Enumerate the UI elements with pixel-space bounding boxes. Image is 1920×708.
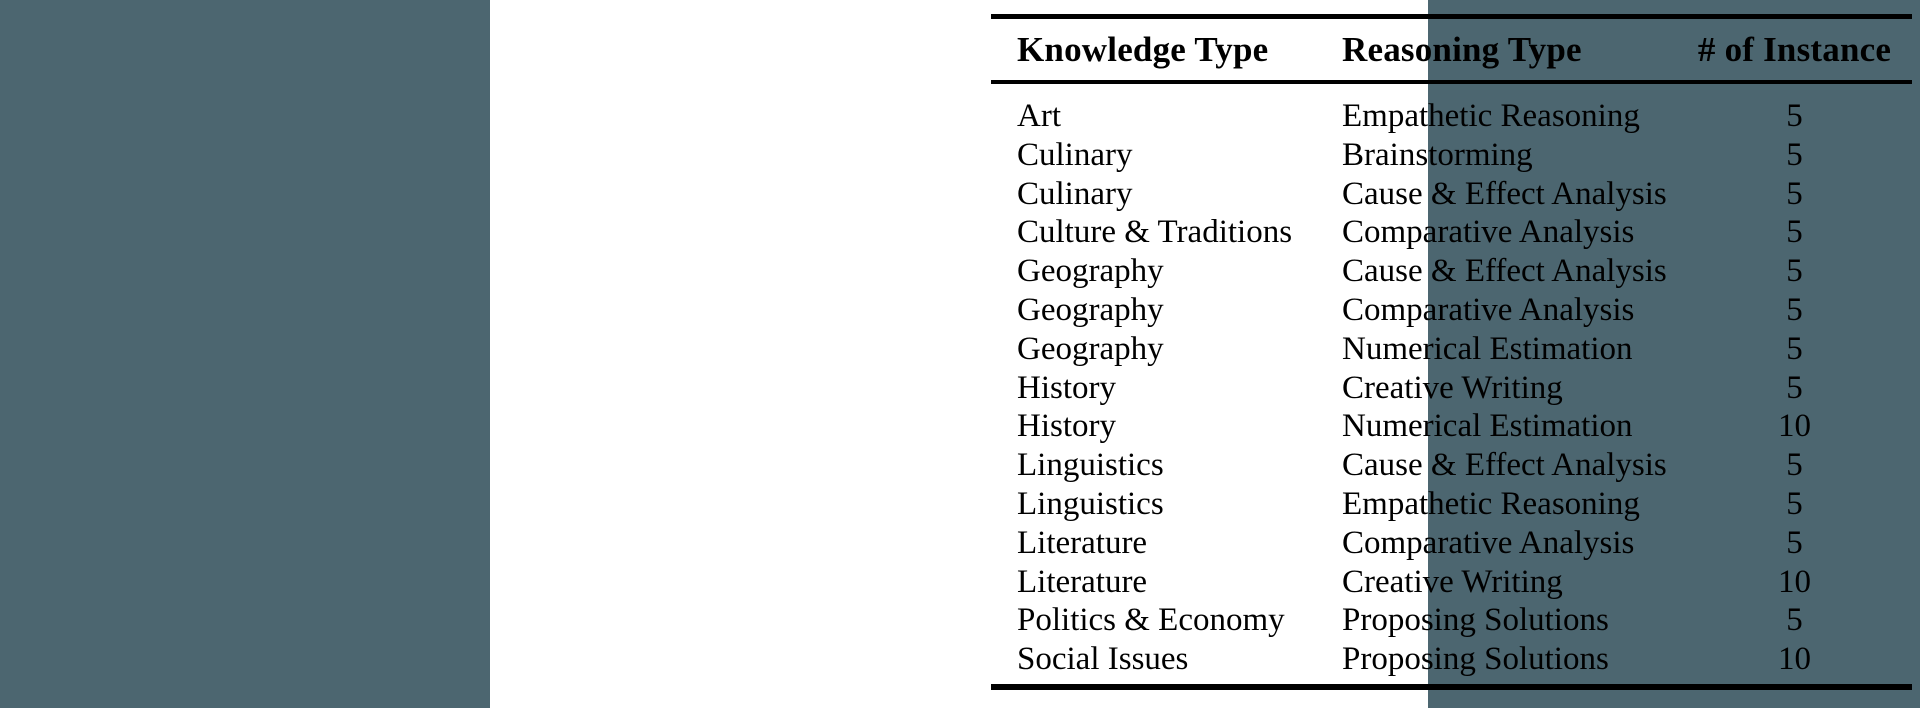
column-header-instance-count: # of Instance: [1697, 29, 1892, 69]
table-row: Geography Cause & Effect Analysis 5: [991, 252, 1912, 291]
table-row: Art Empathetic Reasoning 5: [991, 97, 1912, 136]
column-header-knowledge-type: Knowledge Type: [1017, 29, 1269, 69]
instance-count-cell: 5: [1786, 524, 1803, 561]
reasoning-type-cell: Numerical Estimation: [1342, 408, 1633, 445]
table-row: History Numerical Estimation 10: [991, 407, 1912, 446]
instance-count-cell: 5: [1786, 253, 1803, 290]
instances-table: Knowledge Type Reasoning Type # of Insta…: [991, 0, 1912, 708]
knowledge-type-cell: Geography: [1017, 291, 1164, 328]
reasoning-type-cell: Cause & Effect Analysis: [1342, 253, 1667, 290]
reasoning-type-cell: Cause & Effect Analysis: [1342, 175, 1667, 212]
table-row: Linguistics Empathetic Reasoning 5: [991, 485, 1912, 524]
reasoning-type-cell: Comparative Analysis: [1342, 524, 1635, 561]
instance-count-cell: 5: [1786, 330, 1803, 367]
table-row: Social Issues Proposing Solutions 10: [991, 640, 1912, 679]
table-body: Art Empathetic Reasoning 5 Culinary Brai…: [991, 97, 1912, 679]
knowledge-type-cell: Literature: [1017, 563, 1148, 600]
reasoning-type-cell: Proposing Solutions: [1342, 641, 1609, 678]
knowledge-type-cell: Culture & Traditions: [1017, 214, 1293, 251]
table-row: Literature Creative Writing 10: [991, 563, 1912, 602]
column-header-reasoning-type: Reasoning Type: [1342, 29, 1582, 69]
reasoning-type-cell: Cause & Effect Analysis: [1342, 447, 1667, 484]
table-row: History Creative Writing 5: [991, 369, 1912, 408]
instance-count-cell: 5: [1786, 214, 1803, 251]
knowledge-type-cell: Art: [1017, 98, 1061, 134]
instance-count-cell: 5: [1786, 447, 1803, 484]
table-row: Culinary Cause & Effect Analysis 5: [991, 175, 1912, 214]
instance-count-cell: 10: [1778, 563, 1811, 600]
instance-count-cell: 5: [1786, 291, 1803, 328]
instance-count-cell: 5: [1786, 369, 1803, 406]
knowledge-type-cell: Literature: [1017, 524, 1148, 561]
reasoning-type-cell: Creative Writing: [1342, 563, 1563, 600]
table-row: Culture & Traditions Comparative Analysi…: [991, 213, 1912, 252]
instance-count-cell: 10: [1778, 641, 1811, 678]
instance-count-cell: 5: [1786, 485, 1803, 522]
table-bottom-rule: [991, 684, 1912, 690]
instance-count-cell: 5: [1786, 98, 1803, 134]
knowledge-type-cell: Geography: [1017, 330, 1164, 367]
knowledge-type-cell: History: [1017, 369, 1116, 406]
reasoning-type-cell: Empathetic Reasoning: [1342, 98, 1640, 134]
knowledge-type-cell: Social Issues: [1017, 641, 1189, 678]
table-row: Geography Numerical Estimation 5: [991, 330, 1912, 369]
knowledge-type-cell: Linguistics: [1017, 447, 1164, 484]
knowledge-type-cell: Culinary: [1017, 175, 1133, 212]
table-row: Geography Comparative Analysis 5: [991, 291, 1912, 330]
reasoning-type-cell: Comparative Analysis: [1342, 291, 1635, 328]
table-header-rule: [991, 80, 1912, 84]
knowledge-type-cell: Culinary: [1017, 136, 1133, 173]
table-row: Literature Comparative Analysis 5: [991, 524, 1912, 563]
table-row: Linguistics Cause & Effect Analysis 5: [991, 446, 1912, 485]
knowledge-type-cell: Linguistics: [1017, 485, 1164, 522]
document-panel: Knowledge Type Reasoning Type # of Insta…: [490, 0, 1912, 708]
reasoning-type-cell: Brainstorming: [1342, 136, 1533, 173]
instance-count-cell: 5: [1786, 175, 1803, 212]
reasoning-type-cell: Empathetic Reasoning: [1342, 485, 1640, 522]
table-row: Culinary Brainstorming 5: [991, 136, 1912, 175]
table-top-rule: [991, 14, 1912, 19]
instance-count-cell: 5: [1786, 602, 1803, 639]
knowledge-type-cell: Geography: [1017, 253, 1164, 290]
reasoning-type-cell: Creative Writing: [1342, 369, 1563, 406]
table-header-row: Knowledge Type Reasoning Type # of Insta…: [991, 19, 1912, 80]
instance-count-cell: 5: [1786, 136, 1803, 173]
reasoning-type-cell: Proposing Solutions: [1342, 602, 1609, 639]
instance-count-cell: 10: [1778, 408, 1811, 445]
reasoning-type-cell: Comparative Analysis: [1342, 214, 1635, 251]
knowledge-type-cell: Politics & Economy: [1017, 602, 1285, 639]
table-row: Politics & Economy Proposing Solutions 5: [991, 601, 1912, 640]
knowledge-type-cell: History: [1017, 408, 1116, 445]
reasoning-type-cell: Numerical Estimation: [1342, 330, 1633, 367]
